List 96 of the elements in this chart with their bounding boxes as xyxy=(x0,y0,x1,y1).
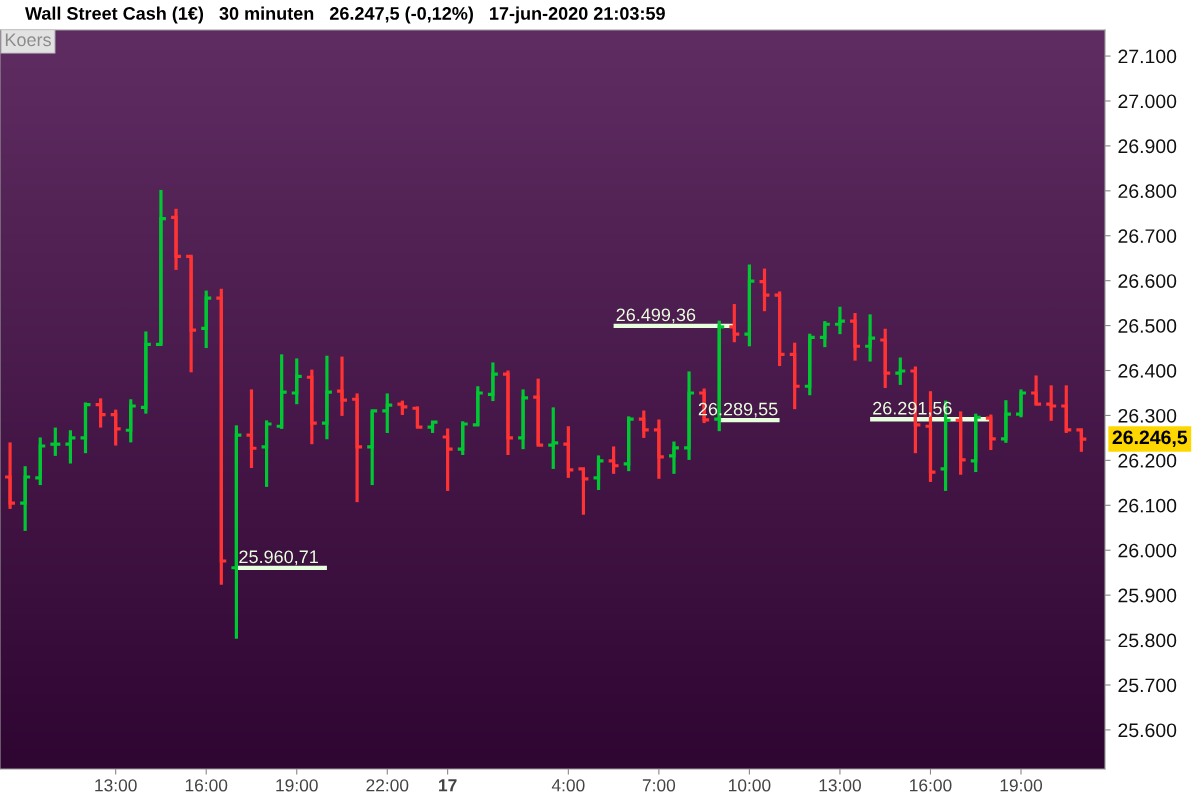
candlestick xyxy=(18,466,32,531)
annotation: Koers xyxy=(5,33,51,47)
candlestick xyxy=(1044,385,1058,421)
y-tick-label: 26.500 xyxy=(1118,319,1177,333)
candlestick xyxy=(818,321,832,349)
y-tick-label: 25.600 xyxy=(1118,723,1177,738)
candlestick xyxy=(607,446,621,474)
x-tick-label: 19:00 xyxy=(1000,779,1043,792)
candlestick xyxy=(984,414,998,452)
y-tick-label: 27.000 xyxy=(1118,94,1177,109)
candlestick xyxy=(788,342,802,411)
y-tick-label: 25.900 xyxy=(1118,588,1177,603)
candlestick xyxy=(169,207,183,270)
x-tick-label: 16:00 xyxy=(910,779,952,792)
x-tick-label: 17 xyxy=(439,779,457,792)
x-tick-label: 19:00 xyxy=(276,779,318,792)
y-tick-label: 26.100 xyxy=(1118,498,1177,513)
text: 26.246,5 xyxy=(1112,430,1188,448)
candlestick xyxy=(335,356,349,416)
candlestick xyxy=(893,357,907,385)
candlestick xyxy=(1074,428,1088,452)
candlestick xyxy=(561,426,575,478)
candlestick xyxy=(78,402,93,455)
candlestick xyxy=(154,188,168,347)
candlestick xyxy=(199,290,213,350)
candlestick xyxy=(139,331,153,414)
y-tick-label: 25.700 xyxy=(1118,678,1177,693)
y-tick-label: 26.800 xyxy=(1118,184,1177,199)
candlestick xyxy=(350,393,364,504)
candlestick xyxy=(622,416,636,473)
candlestick xyxy=(320,355,334,440)
candlestick xyxy=(94,398,108,428)
candlestick xyxy=(244,389,259,469)
candlestick xyxy=(848,313,862,361)
candlestick xyxy=(486,362,500,403)
x-tick-label: 13:00 xyxy=(95,779,137,792)
y-tick-label: 26.600 xyxy=(1118,274,1177,288)
candlestick xyxy=(516,389,530,451)
candlestick xyxy=(803,333,817,396)
candlestick xyxy=(3,442,17,509)
candlestick xyxy=(682,371,696,460)
y-tick-label: 26.900 xyxy=(1118,139,1177,154)
y-tick-label: 26.000 xyxy=(1118,543,1177,558)
candlestick xyxy=(184,254,198,373)
candlestick xyxy=(954,411,968,475)
chart-title: Wall Street Cash (1€) 30 minuten 26.247,5 (-0,12%) 17-jun-2020 21:03:59 xyxy=(25,6,665,24)
candlestick xyxy=(471,386,485,427)
x-tick-label: 13:00 xyxy=(819,779,861,792)
x-tick-label: 22:00 xyxy=(366,779,409,792)
candlestick xyxy=(1014,389,1028,418)
x-tick-label: 7:00 xyxy=(642,779,676,792)
y-tick-label: 26.400 xyxy=(1118,363,1177,378)
candlestick xyxy=(757,268,772,312)
candlestick xyxy=(833,306,847,336)
candlestick xyxy=(969,413,983,474)
annotation: 25.960,71 xyxy=(239,550,318,566)
candlestick xyxy=(501,370,515,455)
x-tick-label: 10:00 xyxy=(729,779,771,792)
candlestick xyxy=(637,410,651,438)
candlestick xyxy=(365,409,379,487)
candlestick xyxy=(667,441,681,474)
candlestick xyxy=(380,393,394,433)
candlestick xyxy=(275,354,289,429)
candlestick xyxy=(214,288,228,585)
y-tick-label: 26.200 xyxy=(1118,453,1177,468)
annotation: 26.499,36 xyxy=(616,308,696,324)
candlestick xyxy=(863,314,877,362)
x-tick-label: 4:00 xyxy=(551,779,585,792)
candlestick xyxy=(305,369,319,446)
candlestick xyxy=(727,304,741,343)
candlestick xyxy=(1059,385,1073,433)
y-tick-label: 27.100 xyxy=(1118,49,1177,64)
y-tick-label: 25.800 xyxy=(1118,633,1177,648)
candlestick xyxy=(576,467,591,515)
candlestick xyxy=(456,421,470,455)
candlestick xyxy=(546,407,560,469)
candlestick xyxy=(441,428,455,491)
candlestick xyxy=(652,419,666,479)
x-tick-label: 16:00 xyxy=(185,779,228,792)
candlestick xyxy=(531,378,545,447)
candlestick xyxy=(878,328,892,390)
candlestick xyxy=(259,420,274,487)
candlestick xyxy=(591,455,606,491)
candlestick xyxy=(773,291,787,367)
candlestick xyxy=(109,409,123,446)
candlestick xyxy=(290,358,304,405)
candlestick xyxy=(33,437,47,487)
candlestick xyxy=(124,399,138,443)
candlestick xyxy=(63,430,77,464)
y-tick-label: 26.300 xyxy=(1118,408,1177,423)
candlestick xyxy=(410,406,425,429)
candlestick xyxy=(1029,375,1043,406)
y-tick-label: 26.700 xyxy=(1118,229,1177,243)
candlestick xyxy=(48,427,62,456)
candlestick xyxy=(742,264,756,347)
candlestick xyxy=(999,400,1013,443)
